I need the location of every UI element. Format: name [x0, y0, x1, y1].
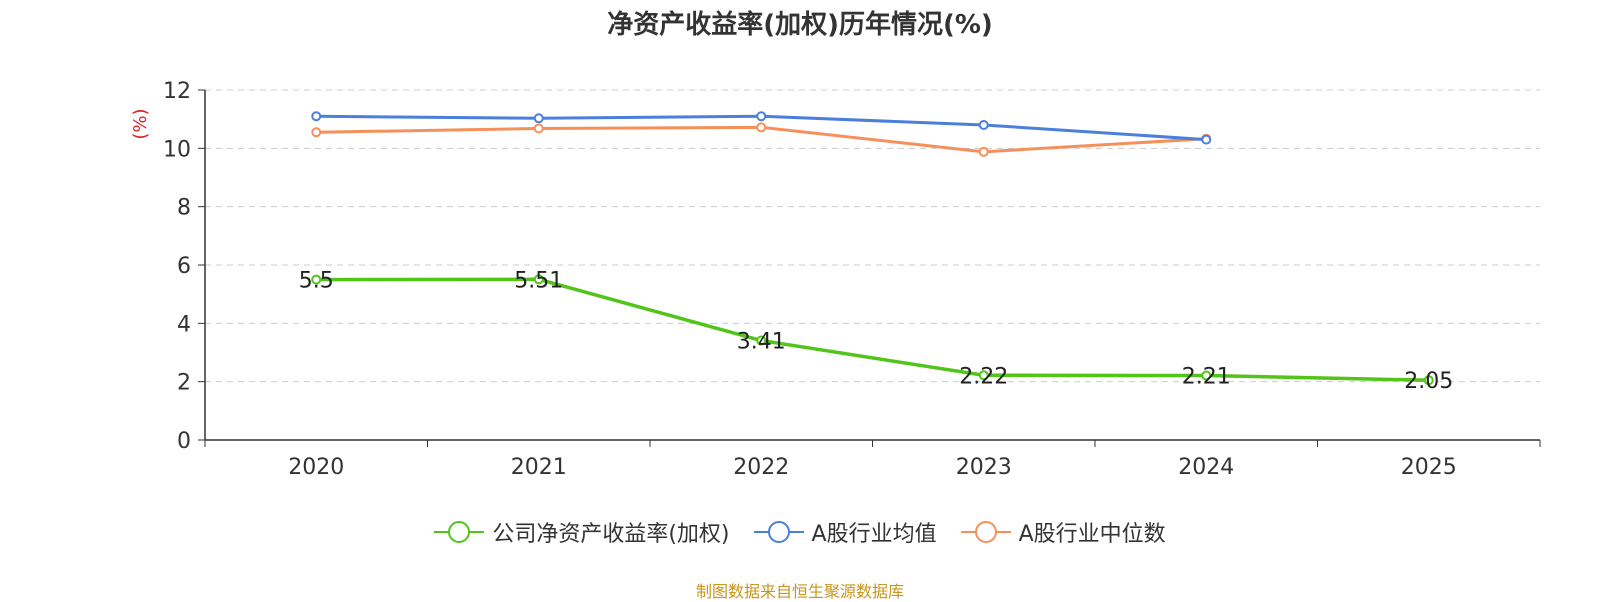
legend-item-industry-mean[interactable]: A股行业均值 — [753, 516, 937, 548]
data-label: 5.51 — [514, 268, 563, 293]
y-tick-label: 10 — [163, 137, 191, 162]
legend: 公司净资产收益率(加权) A股行业均值 A股行业中位数 — [0, 516, 1600, 548]
y-tick-label: 0 — [177, 429, 191, 454]
data-label: 3.41 — [737, 330, 786, 355]
legend-swatch-blue — [753, 521, 804, 543]
x-tick-label: 2020 — [288, 455, 344, 480]
chart-title: 净资产收益率(加权)历年情况(%) — [607, 10, 993, 40]
legend-swatch-green — [434, 521, 485, 543]
data-label: 2.05 — [1404, 369, 1453, 394]
y-tick-label: 4 — [177, 312, 191, 337]
data-point[interactable] — [533, 123, 544, 134]
legend-swatch-orange — [960, 521, 1011, 543]
legend-item-company[interactable]: 公司净资产收益率(加权) — [434, 516, 730, 548]
x-tick-label: 2023 — [956, 455, 1012, 480]
x-tick-label: 2021 — [511, 455, 567, 480]
data-point[interactable] — [1201, 370, 1212, 381]
y-axis-label: (%) — [130, 108, 151, 139]
data-labels: 5.5 5.51 3.41 2.22 2.21 2.05 — [299, 268, 1453, 394]
legend-item-industry-median[interactable]: A股行业中位数 — [960, 516, 1166, 548]
data-point[interactable] — [311, 274, 322, 285]
y-tick-label: 8 — [177, 196, 191, 221]
x-tick-label: 2025 — [1401, 455, 1457, 480]
data-point[interactable] — [978, 146, 989, 157]
data-point[interactable] — [533, 274, 544, 285]
legend-label-company: 公司净资产收益率(加权) — [492, 522, 730, 547]
axes: 0 2 4 6 8 10 12 2020 2021 2022 2023 2024 2025 — [163, 79, 1541, 480]
data-label: 2.22 — [959, 364, 1008, 389]
data-point[interactable] — [1423, 375, 1434, 386]
y-tick-label: 12 — [163, 79, 191, 104]
data-label: 5.5 — [299, 269, 334, 294]
legend-label-industry-mean: A股行业均值 — [811, 522, 937, 547]
series-lines — [311, 111, 1434, 386]
data-point[interactable] — [756, 335, 767, 346]
data-point[interactable] — [978, 370, 989, 381]
data-point[interactable] — [756, 122, 767, 133]
data-point[interactable] — [1201, 134, 1212, 145]
data-point[interactable] — [756, 111, 767, 122]
data-point[interactable] — [311, 127, 322, 138]
data-point[interactable] — [311, 111, 322, 122]
series-line-0 — [316, 277, 1429, 382]
x-tick-label: 2024 — [1178, 455, 1234, 480]
y-tick-label: 2 — [177, 371, 191, 396]
grid-lines — [205, 89, 1540, 383]
legend-label-industry-median: A股行业中位数 — [1018, 522, 1166, 547]
data-source-note: 制图数据来自恒生聚源数据库 — [695, 582, 904, 601]
data-label: 2.21 — [1182, 365, 1231, 390]
x-tick-label: 2022 — [733, 455, 789, 480]
y-tick-label: 6 — [177, 254, 191, 279]
data-point[interactable] — [533, 113, 544, 124]
data-point[interactable] — [978, 120, 989, 130]
